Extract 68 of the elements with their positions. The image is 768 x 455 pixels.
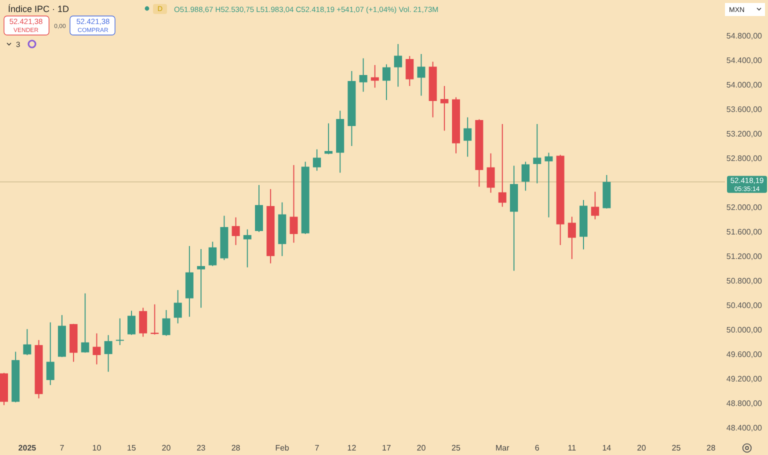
candlestick	[139, 307, 148, 338]
chart-title: Índice IPC · 1D	[8, 4, 70, 14]
x-tick-label: 28	[706, 444, 716, 453]
candlestick	[197, 248, 206, 308]
x-tick-label: 11	[568, 444, 577, 453]
y-tick-label: 50.800,00	[726, 276, 763, 286]
x-tick-label: 14	[602, 444, 612, 453]
x-tick-label: 25	[672, 444, 682, 453]
y-tick-label: 54.800,00	[726, 32, 763, 41]
y-tick-label: 51.200,00	[726, 252, 763, 262]
x-tick-label: Feb	[275, 444, 290, 453]
y-tick-label: 48.800,00	[726, 399, 763, 408]
candlestick	[486, 152, 495, 194]
x-tick-label: 12	[347, 444, 357, 453]
candlestick	[382, 64, 390, 101]
candlestick	[498, 124, 506, 208]
candlestick	[359, 58, 368, 92]
x-tick-label: 20	[162, 444, 172, 453]
x-tick-label: 10	[92, 444, 102, 453]
y-tick-label: 54.400,00	[726, 56, 763, 66]
candlestick	[116, 318, 124, 346]
candlestick	[81, 292, 90, 354]
y-tick-label: 48.400,00	[726, 424, 763, 433]
candlestick	[406, 56, 414, 86]
candlestick	[290, 164, 298, 244]
candlestick	[417, 54, 426, 96]
y-tick-label: 50.400,00	[726, 301, 763, 310]
x-tick-label: 25	[452, 444, 462, 453]
candlestick	[591, 191, 600, 220]
y-tick-label: 53.200,00	[726, 130, 763, 139]
x-tick-label: 7	[314, 444, 320, 453]
y-tick-label: 51.600,00	[726, 228, 763, 237]
candlestick	[544, 152, 553, 218]
candlestick	[104, 334, 112, 372]
candlestick	[127, 310, 136, 336]
y-tick-label: 52.000,00	[726, 203, 763, 212]
candlestick	[174, 290, 182, 324]
candlestick	[394, 44, 402, 88]
x-tick-label: 6	[534, 444, 540, 453]
x-tick-label: 17	[382, 444, 392, 453]
x-tick-label: 28	[231, 444, 241, 453]
y-tick-label: 49.600,00	[726, 350, 763, 360]
y-tick-label: 54.000,00	[726, 80, 763, 90]
y-tick-label: 53.600,00	[726, 105, 763, 114]
x-tick-label: 20	[636, 444, 646, 453]
x-tick-label: 20	[416, 444, 426, 453]
candlestick	[440, 85, 448, 132]
y-tick-label: 49.200,00	[726, 374, 763, 384]
candlestick	[522, 161, 530, 192]
candlestick	[464, 116, 472, 158]
x-tick-label: 7	[60, 444, 65, 453]
candlestick	[312, 148, 321, 172]
candlestick	[23, 328, 32, 356]
candlestick	[243, 228, 252, 268]
y-tick-label: 50.000,00	[726, 326, 763, 335]
candlestick	[46, 322, 54, 386]
x-tick-label: 23	[196, 444, 206, 453]
candlestick	[162, 310, 170, 336]
x-tick-label: 15	[127, 444, 136, 453]
candlestick	[533, 124, 542, 184]
y-tick-label: 52.800,00	[726, 154, 763, 164]
candlestick	[568, 216, 576, 260]
x-tick-label: 2025	[18, 444, 37, 453]
candlestick	[92, 332, 101, 365]
candlestick	[208, 241, 217, 267]
candlestick	[324, 122, 333, 155]
candlestick	[232, 216, 240, 246]
x-tick-label: Mar	[495, 444, 510, 453]
